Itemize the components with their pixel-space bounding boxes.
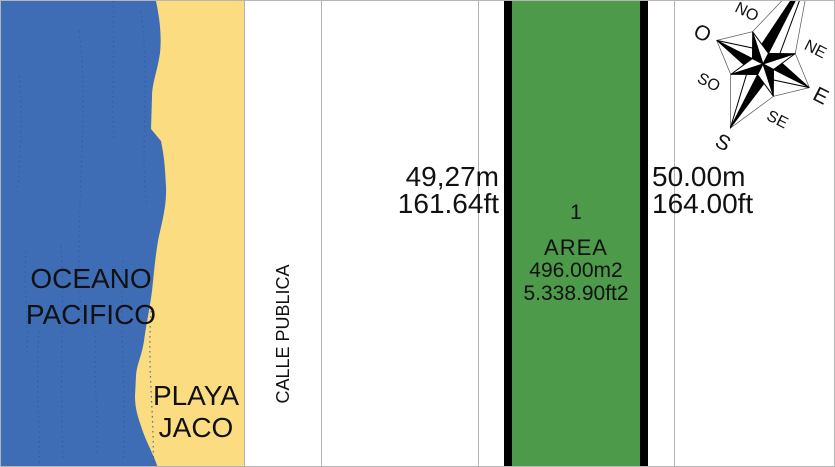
east-dimension-feet: 164.00ft (652, 188, 754, 219)
compass-label-southeast: SE (764, 108, 791, 133)
compass-label-northeast: NE (801, 37, 829, 62)
lot-area-label: AREA (544, 235, 608, 260)
compass-label-southwest: SO (694, 70, 722, 96)
east-dimension: 50.00m 164.00ft (652, 161, 822, 219)
beach-boundary-line (244, 1, 245, 466)
ocean-label-line2: PACIFICO (25, 299, 157, 330)
lot-area-m2: 496.00m2 (529, 259, 623, 282)
west-dimension-feet: 161.64ft (397, 188, 499, 219)
wave-lines (16, 1, 154, 466)
west-dimension: 49,27m 161.64ft (323, 161, 499, 219)
ocean-area (1, 1, 167, 466)
east-boundary-line (674, 1, 675, 466)
terrain-graphic (1, 1, 244, 466)
beach-label-line1: PLAYA (152, 380, 240, 411)
beach-label: PLAYA JACO (111, 380, 281, 444)
lot-1-info: 1 AREA 496.00m2 5.338.90ft2 (512, 201, 640, 305)
ocean-label-line1: OCEANO (30, 263, 152, 294)
compass-label-south: S (711, 129, 734, 153)
compass-label-east: E (809, 83, 832, 110)
compass-label-west: O (690, 20, 715, 48)
lot-row-boundary-line (478, 1, 479, 466)
compass-label-northwest: NO (732, 1, 761, 25)
lot-number: 1 (570, 201, 582, 224)
west-dimension-meters: 49,27m (405, 161, 499, 192)
public-road-label: CALLE PUBLICA (273, 264, 293, 404)
compass-rose-icon: NO NE O E SO SE S (690, 1, 832, 153)
lot-1-parcel: 1 AREA 496.00m2 5.338.90ft2 (504, 1, 648, 466)
beach-label-line2: JACO (158, 412, 234, 443)
road-boundary-line (321, 1, 322, 466)
east-dimension-meters: 50.00m (652, 161, 746, 192)
lot-area-ft2: 5.338.90ft2 (523, 282, 629, 305)
ocean-label: OCEANO PACIFICO (5, 261, 177, 333)
